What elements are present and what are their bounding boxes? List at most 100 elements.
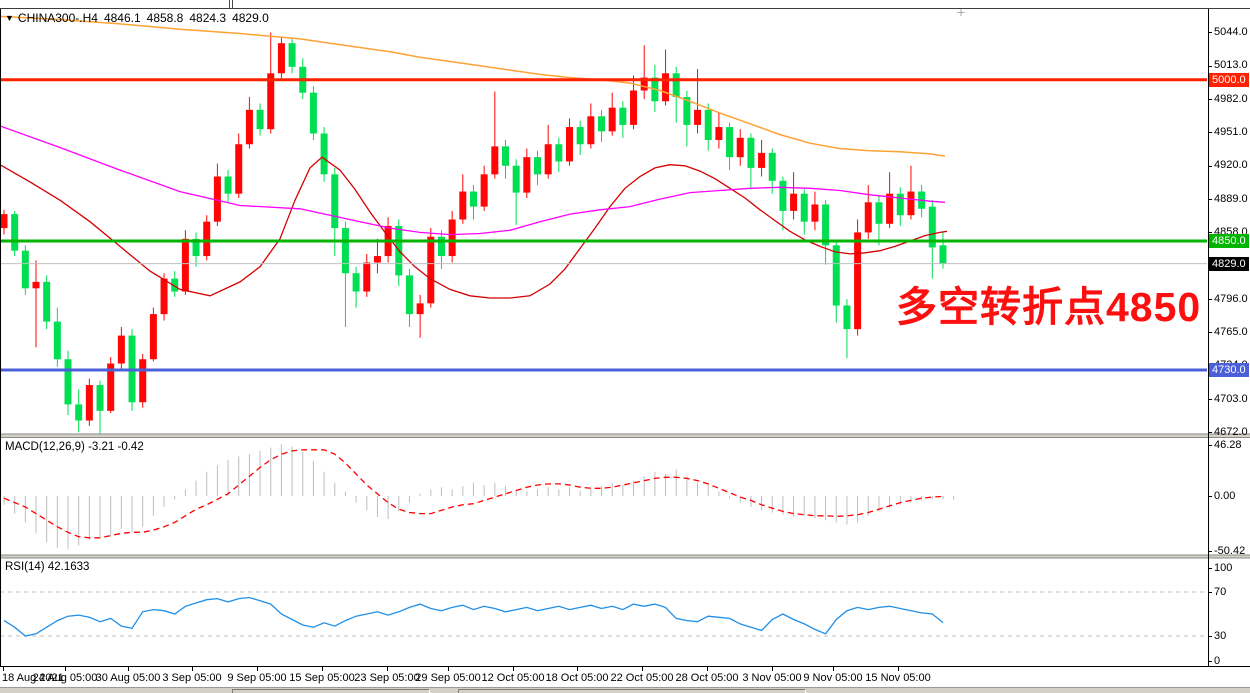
candle-body — [683, 96, 691, 125]
candle-body — [779, 180, 787, 211]
window-bottom-strip — [0, 687, 1250, 693]
macd-axis-label: -50.42 — [1214, 544, 1246, 557]
time-axis-label: 28 Oct 05:00 — [675, 672, 739, 684]
candle-body — [672, 73, 680, 97]
axis-tick — [1208, 445, 1212, 447]
candle-body — [662, 73, 670, 102]
candle-body — [907, 191, 915, 216]
separator-rsi — [0, 555, 1250, 558]
rsi-value: 42.1633 — [47, 561, 90, 573]
quote-open: 4846.1 — [103, 11, 141, 25]
candle-body — [437, 236, 445, 257]
candle-body — [416, 303, 424, 315]
rsi-line — [3, 596, 944, 637]
candle-body — [160, 278, 168, 315]
candle-body — [534, 157, 541, 175]
candle-body — [747, 137, 755, 168]
axis-tick — [1208, 165, 1212, 167]
candle-body — [139, 359, 147, 403]
candle-body — [864, 202, 872, 233]
candle-body — [213, 176, 221, 222]
candle-body — [800, 193, 808, 222]
time-axis[interactable]: 18 Aug 2021 24 Aug 05:00 30 Aug 05:00 3 Sep… — [0, 667, 1208, 687]
price-axis-label: 4951.0 — [1214, 125, 1248, 138]
candle-body — [928, 206, 936, 248]
candle-body — [640, 77, 648, 91]
axis-tick — [1208, 399, 1212, 401]
candle-body — [523, 157, 531, 193]
time-axis-label: 9 Sep 05:00 — [227, 672, 287, 684]
price-axis-label: 4796.0 — [1214, 292, 1248, 305]
axis-tick — [1208, 132, 1212, 134]
status-slot — [458, 689, 806, 693]
rsi-axis-label: 0 — [1214, 654, 1221, 667]
time-axis-label: 3 Sep 05:00 — [162, 672, 222, 684]
candle-body — [469, 191, 477, 207]
time-tick — [3, 667, 4, 671]
candle-body — [32, 281, 40, 289]
candle-body — [501, 146, 509, 166]
candle-body — [320, 133, 328, 175]
chart-text-annotation[interactable]: 多空转折点4850 — [896, 284, 1202, 330]
main-panel — [1, 9, 1207, 436]
candle-body — [117, 335, 125, 364]
price-axis[interactable]: 5044.0 5013.0 4982.0 4951.0 4920.0 4889.0 4858… — [1208, 0, 1250, 693]
quote-high: 4858.8 — [146, 11, 184, 25]
candle-body — [768, 152, 776, 181]
candle-body — [480, 174, 488, 207]
price-axis-label: 4889.0 — [1214, 192, 1248, 205]
ma-line-fast-red — [1, 156, 948, 299]
candle-body — [85, 385, 93, 421]
axis-tick — [1208, 551, 1212, 553]
candle-body — [96, 385, 104, 411]
time-tick — [577, 667, 578, 671]
time-axis-label: 18 Oct 05:00 — [545, 672, 609, 684]
candle-body — [555, 144, 563, 162]
price-axis-label: 4920.0 — [1214, 159, 1248, 172]
candle-body — [341, 228, 349, 274]
toolbar-separator — [229, 0, 230, 8]
quote-bar: ▼ CHINA300-.H4 4846.1 4858.8 4824.3 4829.0 — [5, 11, 275, 25]
time-tick — [322, 667, 323, 671]
candle-body — [267, 73, 275, 130]
price-axis-label: 4982.0 — [1214, 92, 1248, 105]
price-axis-label: 5013.0 — [1214, 59, 1248, 72]
chevron-down-icon[interactable]: ▼ — [5, 13, 14, 23]
candle-body — [811, 204, 819, 222]
time-tick — [833, 667, 834, 671]
time-axis-label: 15 Sep 05:00 — [289, 672, 355, 684]
candle-body — [608, 107, 616, 132]
crosshair-marker — [957, 9, 965, 16]
macd-axis-label: 0.00 — [1214, 489, 1236, 502]
candle-body — [331, 174, 339, 229]
candle-body — [822, 204, 830, 246]
candle-body — [619, 107, 627, 125]
ma-line-orange — [1, 15, 946, 157]
axis-tick — [1208, 199, 1212, 201]
candle-body — [64, 359, 72, 405]
price-badge-5000.0: 5000.0 — [1209, 72, 1249, 87]
candle-body — [939, 245, 947, 264]
candle-body — [896, 193, 904, 216]
axis-tick — [1208, 332, 1212, 334]
candle-body — [43, 281, 51, 322]
price-axis-label: 4703.0 — [1214, 392, 1248, 405]
price-axis-label: 4672.0 — [1214, 425, 1248, 438]
time-axis-label: 22 Oct 05:00 — [610, 672, 674, 684]
candle-body — [726, 127, 734, 158]
candle-body — [373, 256, 381, 263]
time-tick — [898, 667, 899, 671]
candles-layer — [1, 32, 947, 436]
candle-body — [694, 109, 702, 125]
candle-body — [288, 43, 296, 67]
time-axis-label: 3 Nov 05:00 — [742, 672, 802, 684]
candle-body — [576, 127, 584, 145]
time-axis-label: 18 Aug 2021 — [2, 672, 64, 684]
time-tick — [65, 667, 66, 671]
candle-body — [758, 152, 766, 168]
rsi-axis-label: 70 — [1214, 585, 1227, 598]
rsi-title: RSI(14) — [5, 561, 45, 573]
candle-body — [171, 278, 179, 292]
candle-body — [491, 146, 499, 175]
